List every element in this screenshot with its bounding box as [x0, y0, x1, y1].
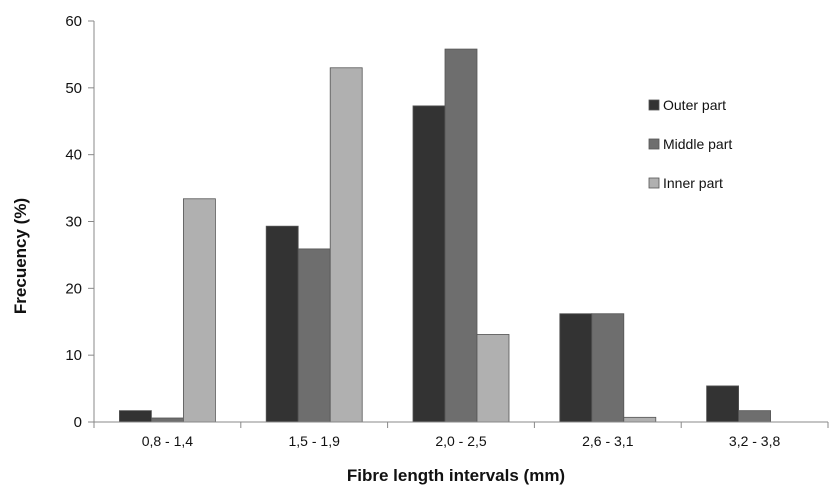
y-tick-label: 10	[65, 347, 82, 364]
bar-outer-part	[265, 225, 299, 423]
bar-inner-part	[329, 67, 363, 423]
x-category-label: 2,6 - 3,1	[582, 433, 634, 449]
y-tick-label: 20	[65, 280, 82, 297]
y-tick-label: 60	[65, 13, 82, 30]
bar-middle-part	[738, 410, 771, 423]
bar-outer-part	[706, 385, 739, 423]
y-tick-label: 40	[65, 147, 82, 164]
bar-outer-part	[412, 105, 446, 423]
x-category-label: 0,8 - 1,4	[142, 433, 194, 449]
bar-inner-part	[623, 416, 657, 423]
bar-middle-part	[444, 48, 478, 423]
bar-inner-part	[182, 198, 216, 423]
legend-label: Middle part	[663, 136, 732, 152]
x-category-label: 3,2 - 3,8	[729, 433, 781, 449]
x-axis-ticks: 0,8 - 1,4 1,5 - 1,9 2,0 - 2,5 2,6 - 3,1 3,2 …	[93, 422, 829, 449]
legend: Outer part Middle part Inner part	[648, 97, 732, 191]
bars	[119, 48, 771, 423]
y-axis-ticks: 0 10 20 30 40 50 60	[65, 13, 94, 431]
x-category-label: 1,5 - 1,9	[289, 433, 341, 449]
y-tick-label: 50	[65, 80, 82, 97]
bar-inner-part	[476, 334, 510, 423]
bar-middle-part	[591, 313, 625, 423]
bar-middle-part	[297, 248, 331, 423]
legend-swatch	[648, 138, 660, 150]
x-category-label: 2,0 - 2,5	[435, 433, 487, 449]
legend-swatch	[648, 177, 660, 189]
bar-outer-part	[119, 410, 152, 423]
legend-label: Outer part	[663, 97, 726, 113]
bar-middle-part	[150, 417, 184, 423]
y-tick-label: 30	[65, 214, 82, 231]
legend-label: Inner part	[663, 175, 723, 191]
bar-outer-part	[559, 313, 593, 423]
y-axis-title: Frecuency (%)	[11, 198, 30, 314]
legend-swatch	[648, 99, 660, 111]
y-tick-label: 0	[74, 414, 82, 431]
x-axis-title: Fibre length intervals (mm)	[347, 466, 565, 485]
